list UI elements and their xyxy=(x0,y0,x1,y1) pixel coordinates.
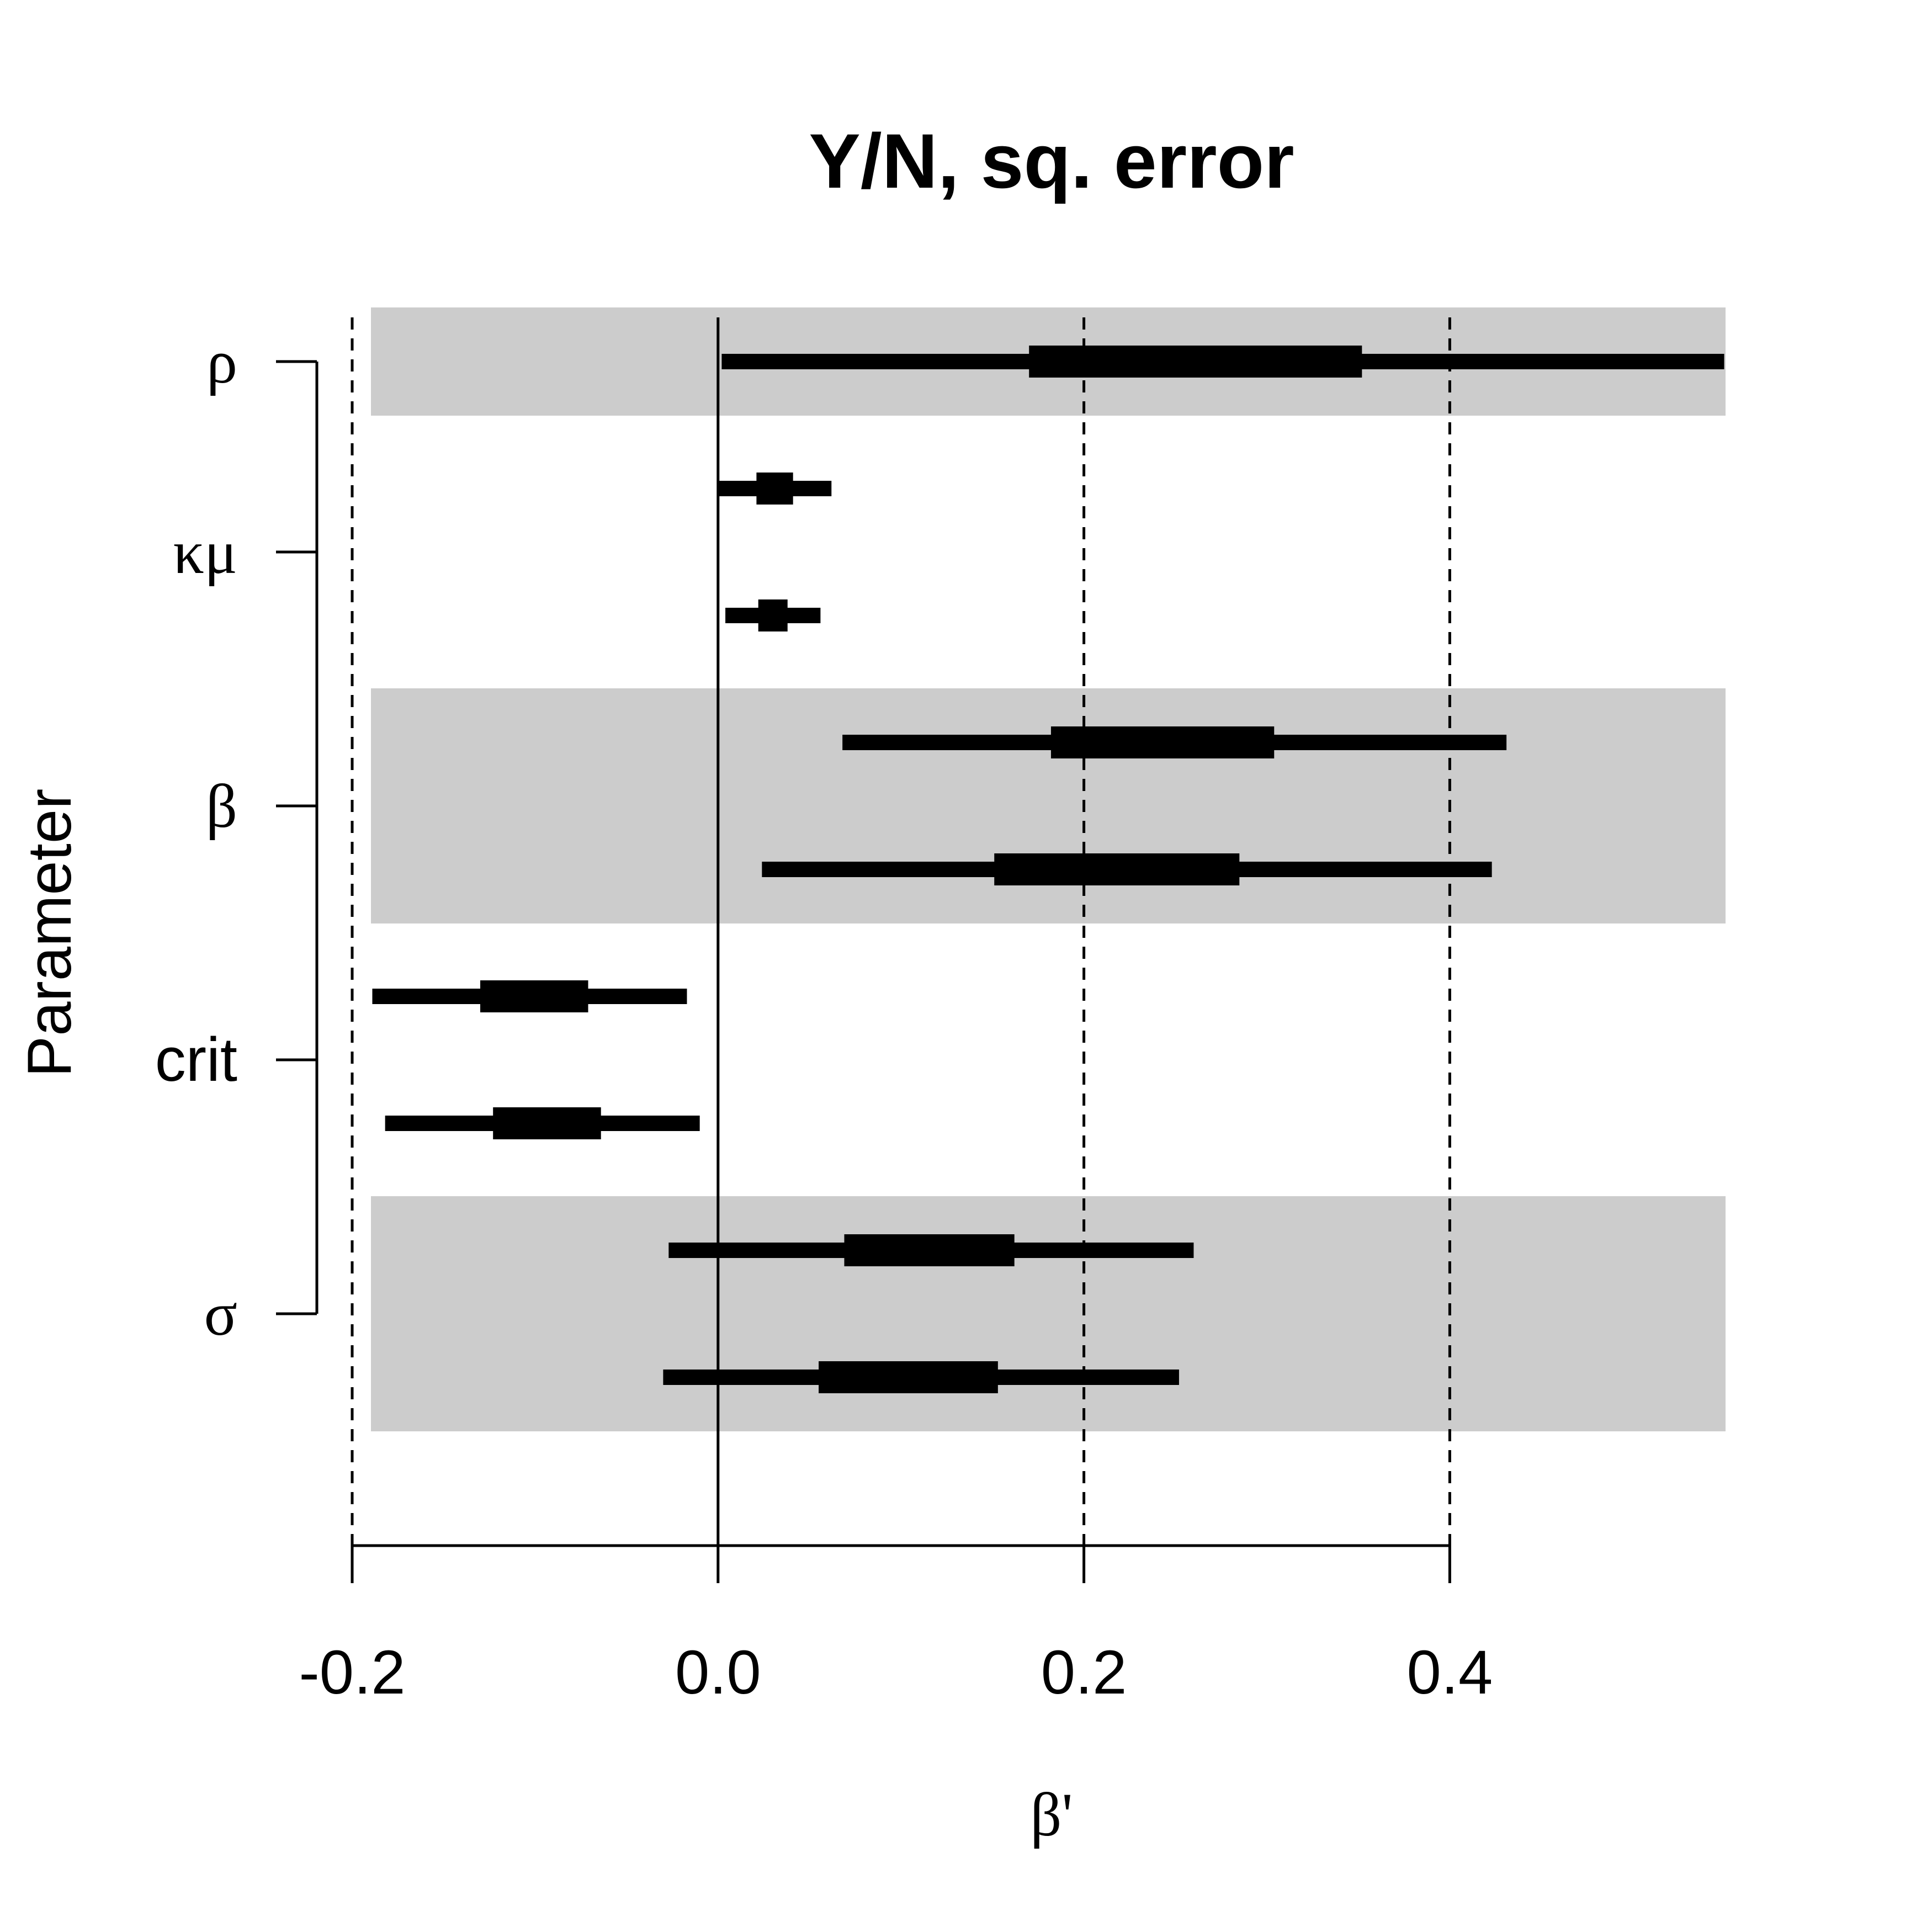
y-tick-label: κμ xyxy=(173,518,237,587)
x-tick-label: -0.2 xyxy=(299,1638,406,1707)
axes-layer: ρ κμ β crit σ -0.2 0.0 0.2 0.4 xyxy=(155,328,1493,1707)
y-axis-label: Parameter xyxy=(15,789,84,1078)
y-tick-label: ρ xyxy=(206,328,237,396)
x-axis-label: β' xyxy=(1030,1781,1073,1849)
group-shade-band xyxy=(371,688,1726,923)
y-tick-label: crit xyxy=(155,1025,237,1094)
group-shading-layer xyxy=(371,307,1726,1431)
x-tick-label: 0.0 xyxy=(675,1638,761,1707)
chart-title: Y/N, sq. error xyxy=(809,118,1294,204)
reference-lines-layer xyxy=(351,317,1451,1546)
y-tick-label: β xyxy=(206,772,237,841)
intervals-layer xyxy=(372,346,1724,1393)
x-tick-label: 0.4 xyxy=(1407,1638,1493,1707)
x-tick-label: 0.2 xyxy=(1041,1638,1127,1707)
group-shade-band xyxy=(371,1196,1726,1431)
y-tick-label: σ xyxy=(204,1280,237,1349)
